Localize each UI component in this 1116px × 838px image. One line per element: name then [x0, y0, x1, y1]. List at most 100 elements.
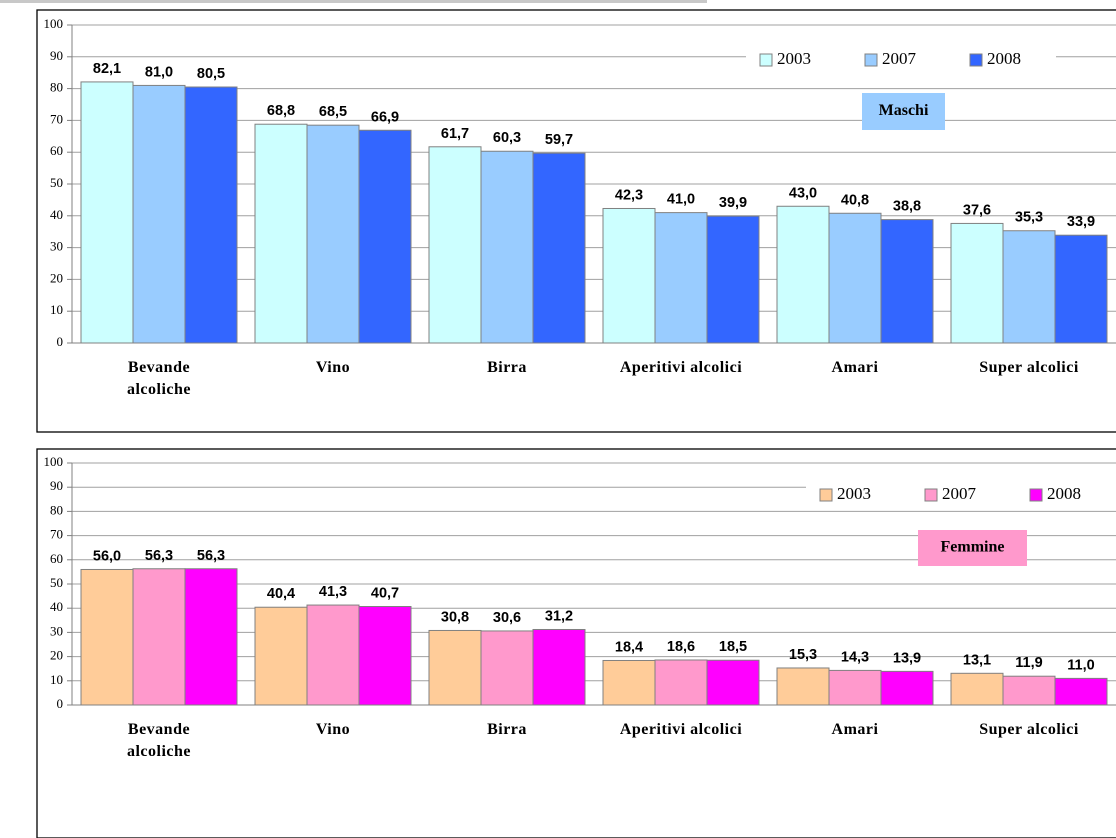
value-label: 56,3 [145, 548, 173, 564]
x-tick-label: Birra [487, 721, 527, 738]
bar [1002, 230, 1056, 344]
bar [828, 669, 882, 706]
y-tick-label: 50 [50, 575, 63, 590]
y-tick-label: 70 [50, 111, 63, 126]
y-tick-label: 100 [44, 16, 64, 31]
legend-bg [746, 46, 1056, 74]
value-label: 15,3 [789, 647, 817, 663]
bar [880, 670, 934, 706]
bar [602, 207, 656, 344]
x-tick-label: Bevande alcoliche [126, 359, 192, 398]
value-label: 61,7 [441, 126, 469, 142]
y-tick-label: 80 [50, 502, 63, 517]
value-label: 18,5 [719, 639, 747, 655]
value-label: 81,0 [145, 64, 173, 80]
y-tick-label: 100 [44, 454, 64, 469]
bar [828, 212, 882, 344]
legend-swatch [759, 53, 773, 67]
legend-swatch [1029, 488, 1043, 502]
top-strip [0, 0, 707, 3]
value-label: 11,0 [1067, 657, 1094, 673]
bar [132, 568, 186, 706]
bar [358, 606, 412, 706]
category-label-box: Aperitivi alcolici [619, 721, 743, 738]
bar [532, 152, 586, 344]
legend-swatch [969, 53, 983, 67]
legend-swatch [819, 488, 833, 502]
bar [306, 124, 360, 344]
bar [254, 123, 308, 344]
category-label-box: Amari [831, 721, 879, 738]
bar [306, 604, 360, 706]
value-label: 42,3 [615, 187, 643, 203]
annotation-box [862, 93, 945, 130]
x-tick-label: Aperitivi alcolici [619, 359, 743, 376]
y-tick-label: 80 [50, 80, 63, 95]
bar [428, 629, 482, 706]
bar [480, 150, 534, 344]
category-label-box: Super alcolici [979, 721, 1079, 738]
value-label: 68,5 [319, 104, 347, 120]
x-tick-label: Super alcolici [979, 359, 1079, 376]
bar [776, 667, 830, 706]
y-tick-label: 60 [50, 551, 63, 566]
y-tick-label: 30 [50, 623, 63, 638]
value-label: 39,9 [719, 195, 747, 211]
value-label: 31,2 [545, 608, 573, 624]
value-label: 56,0 [93, 548, 121, 564]
annotation: Maschi [879, 102, 929, 119]
legend-label: 2003 [837, 484, 871, 503]
x-tick-label: Amari [831, 721, 879, 738]
category-label-box: Birra [487, 721, 527, 738]
bar [880, 219, 934, 344]
value-label: 66,9 [371, 109, 399, 125]
bar [532, 628, 586, 706]
value-label: 56,3 [197, 548, 225, 564]
x-tick-label: Bevande alcoliche [126, 721, 192, 760]
bar [80, 568, 134, 706]
bar [1002, 675, 1056, 706]
bar [654, 212, 708, 344]
legend-swatch [924, 488, 938, 502]
x-tick-label: Aperitivi alcolici [619, 721, 743, 738]
value-label: 33,9 [1067, 214, 1095, 230]
value-label: 37,6 [963, 202, 991, 218]
annotation-box [918, 530, 1027, 566]
value-label: 41,3 [319, 584, 347, 600]
x-tick-label: Super alcolici [979, 721, 1079, 738]
bar [776, 205, 830, 344]
x-tick-label: Vino [315, 359, 351, 376]
value-label: 80,5 [197, 66, 225, 82]
bar [480, 630, 534, 706]
y-tick-label: 30 [50, 239, 63, 254]
y-tick-label: 10 [50, 672, 63, 687]
y-tick-label: 40 [50, 207, 63, 222]
y-tick-label: 0 [57, 334, 64, 349]
value-label: 82,1 [93, 61, 121, 77]
legend-label: 2007 [882, 49, 917, 68]
category-label-box: Aperitivi alcolici [619, 359, 743, 376]
value-label: 68,8 [267, 103, 295, 119]
x-tick-label: Amari [831, 359, 879, 376]
value-label: 13,9 [893, 650, 921, 666]
legend-bg [806, 481, 1116, 509]
value-label: 18,6 [667, 639, 695, 655]
bar [602, 659, 656, 706]
value-label: 60,3 [493, 130, 521, 146]
category-label-box: Birra [487, 359, 527, 376]
y-tick-label: 60 [50, 143, 63, 158]
y-tick-label: 10 [50, 302, 63, 317]
bar [1054, 677, 1108, 706]
value-label: 40,7 [371, 586, 399, 602]
legend-label: 2008 [1047, 484, 1081, 503]
legend-label: 2008 [987, 49, 1021, 68]
legend-label: 2003 [777, 49, 811, 68]
category-label-box: Amari [831, 359, 879, 376]
bar [706, 659, 760, 706]
bar [428, 146, 482, 344]
x-tick-label: Birra [487, 359, 527, 376]
bar [184, 568, 238, 706]
y-tick-label: 50 [50, 175, 63, 190]
bar [950, 222, 1004, 344]
